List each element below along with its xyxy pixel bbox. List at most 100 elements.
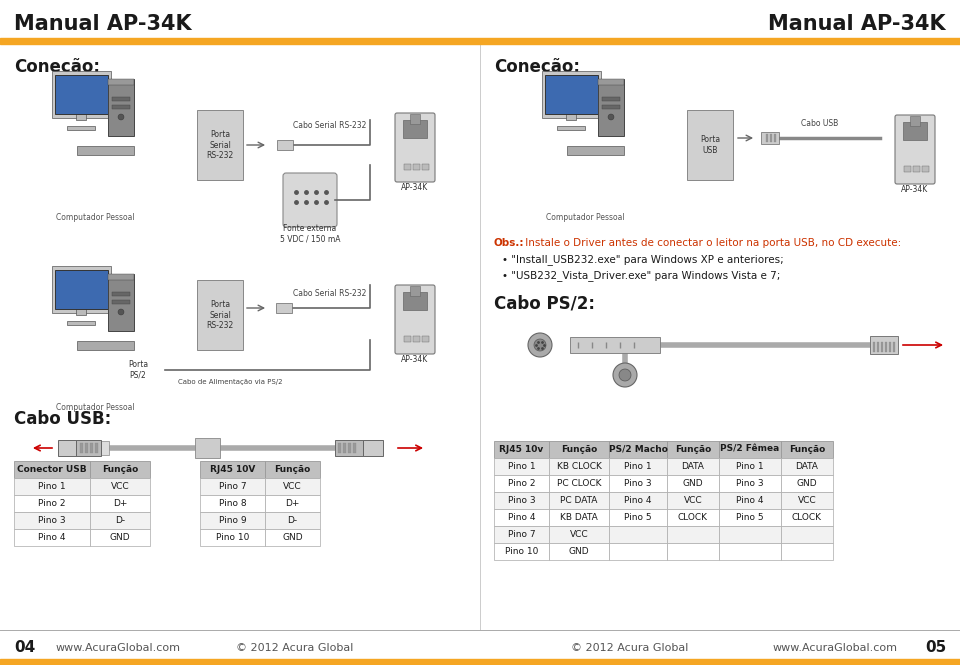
Bar — [112, 97, 130, 101]
Text: Pino 1: Pino 1 — [624, 462, 652, 471]
Bar — [14, 512, 90, 529]
Bar — [67, 321, 95, 325]
Bar — [781, 492, 833, 509]
Text: VCC: VCC — [283, 482, 301, 491]
Bar — [265, 478, 320, 495]
Text: Instale o Driver antes de conectar o leitor na porta USB, no CD execute:: Instale o Driver antes de conectar o lei… — [522, 238, 901, 248]
Bar — [112, 105, 130, 109]
Text: DATA: DATA — [682, 462, 705, 471]
Bar — [494, 475, 549, 492]
Bar — [781, 441, 833, 458]
Text: Cabo USB:: Cabo USB: — [14, 410, 111, 428]
Bar — [55, 270, 108, 309]
Text: • "USB232_Vista_Driver.exe" para Windows Vista e 7;: • "USB232_Vista_Driver.exe" para Windows… — [502, 270, 780, 281]
Bar — [265, 529, 320, 546]
Bar — [197, 280, 243, 350]
Text: Pino 10: Pino 10 — [505, 547, 539, 556]
Bar — [403, 292, 427, 310]
Bar — [363, 440, 383, 456]
Text: Pino 3: Pino 3 — [38, 516, 66, 525]
Circle shape — [118, 309, 124, 315]
Text: VCC: VCC — [569, 530, 588, 539]
Text: Manual AP-34K: Manual AP-34K — [14, 14, 192, 34]
Text: Obs.:: Obs.: — [494, 238, 524, 248]
Bar — [343, 443, 346, 453]
Bar — [108, 274, 134, 331]
Bar — [781, 543, 833, 560]
Text: PS/2 Macho: PS/2 Macho — [609, 445, 667, 454]
Bar — [885, 342, 887, 352]
Bar — [781, 509, 833, 526]
Bar — [77, 341, 134, 350]
Bar — [76, 112, 86, 120]
Text: Coneção:: Coneção: — [14, 58, 100, 76]
Bar — [602, 97, 620, 101]
Bar — [200, 461, 265, 478]
Text: 04: 04 — [14, 640, 36, 656]
Bar — [609, 509, 667, 526]
Text: Função: Função — [675, 445, 711, 454]
Bar — [410, 286, 420, 296]
Text: CLOCK: CLOCK — [678, 513, 708, 522]
Text: PS/2 Fêmea: PS/2 Fêmea — [720, 445, 780, 454]
Text: Pino 4: Pino 4 — [736, 496, 764, 505]
Bar — [774, 134, 776, 142]
Text: 05: 05 — [924, 640, 946, 656]
Text: DATA: DATA — [796, 462, 819, 471]
Bar — [108, 274, 134, 280]
Bar — [549, 509, 609, 526]
Bar — [58, 440, 76, 456]
Bar — [90, 443, 93, 453]
Text: Pino 2: Pino 2 — [508, 479, 536, 488]
Bar — [90, 461, 150, 478]
Bar — [770, 134, 772, 142]
Text: Pino 4: Pino 4 — [508, 513, 536, 522]
Text: Pino 3: Pino 3 — [736, 479, 764, 488]
Bar — [719, 492, 781, 509]
Text: VCC: VCC — [110, 482, 130, 491]
Text: Função: Função — [789, 445, 826, 454]
Text: Pino 1: Pino 1 — [736, 462, 764, 471]
Text: CLOCK: CLOCK — [792, 513, 822, 522]
Text: Cabo Serial RS-232: Cabo Serial RS-232 — [294, 122, 367, 130]
Bar — [903, 122, 927, 140]
Bar — [67, 126, 95, 130]
Text: Porta
USB: Porta USB — [700, 135, 720, 155]
Bar — [667, 458, 719, 475]
Bar — [338, 443, 341, 453]
Text: Cabo Serial RS-232: Cabo Serial RS-232 — [294, 289, 367, 297]
Bar — [922, 166, 929, 172]
FancyBboxPatch shape — [395, 113, 435, 182]
Text: D+: D+ — [113, 499, 127, 508]
Bar — [549, 526, 609, 543]
Bar — [549, 543, 609, 560]
Bar — [200, 495, 265, 512]
Text: Porta
Serial
RS-232: Porta Serial RS-232 — [206, 300, 233, 330]
Bar — [667, 492, 719, 509]
Bar — [14, 495, 90, 512]
Bar — [873, 342, 875, 352]
Text: KB CLOCK: KB CLOCK — [557, 462, 601, 471]
Text: Pino 10: Pino 10 — [216, 533, 250, 542]
Text: Função: Função — [275, 465, 311, 474]
Text: Pino 3: Pino 3 — [508, 496, 536, 505]
Text: Cabo USB: Cabo USB — [802, 120, 839, 128]
Bar — [14, 529, 90, 546]
FancyBboxPatch shape — [895, 115, 935, 184]
Bar — [557, 126, 585, 130]
Bar — [904, 166, 911, 172]
Circle shape — [613, 363, 637, 387]
Text: Porta
Serial
RS-232: Porta Serial RS-232 — [206, 130, 233, 160]
Bar — [566, 112, 576, 120]
Text: www.AcuraGlobal.com: www.AcuraGlobal.com — [773, 643, 898, 653]
Bar — [598, 79, 624, 136]
Bar — [719, 441, 781, 458]
Bar — [0, 659, 960, 665]
Bar — [881, 342, 883, 352]
Text: Computador Pessoal: Computador Pessoal — [545, 213, 624, 222]
Bar — [549, 458, 609, 475]
Bar — [781, 526, 833, 543]
Bar — [609, 441, 667, 458]
Text: GND: GND — [683, 479, 704, 488]
Text: Pino 4: Pino 4 — [624, 496, 652, 505]
